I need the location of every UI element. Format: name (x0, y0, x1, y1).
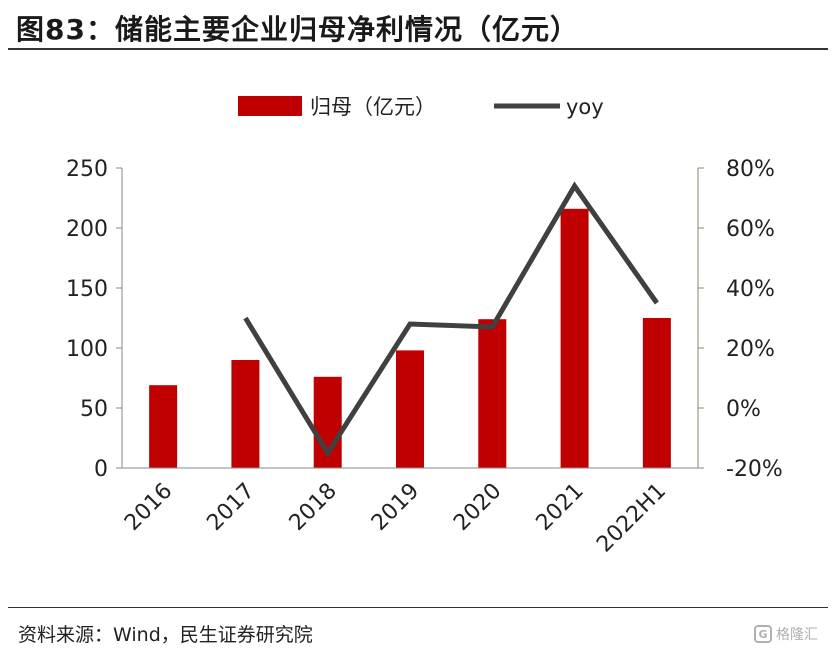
right-axis-tick-label: 60% (726, 217, 775, 242)
legend-line-label: yoy (566, 95, 604, 119)
right-axis-tick-label: 80% (726, 157, 775, 182)
title-divider (8, 48, 828, 50)
right-axis-tick-label: 40% (726, 277, 775, 302)
yoy-series (243, 181, 659, 458)
bar-2016 (149, 385, 178, 468)
yoy-line (243, 181, 659, 458)
bar-series (149, 208, 671, 469)
footer-divider (8, 607, 828, 608)
bar-2019 (396, 350, 424, 468)
x-axis-tick-label: 2022H1 (592, 479, 671, 558)
right-axis: -20% 0% 20% 40% 60% 80% (697, 157, 783, 482)
watermark: G 格隆汇 (754, 624, 818, 644)
left-axis: 0 50 100 150 200 250 (66, 157, 123, 482)
x-axis-tick-label: 2018 (285, 479, 342, 536)
bar-2021 (560, 208, 589, 469)
source-note: 资料来源：Wind，民生证券研究院 (18, 624, 313, 646)
x-axis-tick-label: 2016 (120, 479, 177, 536)
bar-2020 (478, 319, 507, 468)
watermark-logo-icon: G (754, 625, 772, 643)
legend-bar-label: 归母（亿元） (310, 95, 436, 119)
watermark-text: 格隆汇 (776, 627, 818, 643)
x-axis-tick-label: 2019 (367, 479, 424, 536)
right-axis-tick-label: 0% (726, 397, 761, 422)
x-axis-tick-label: 2021 (532, 479, 589, 536)
left-axis-tick-label: 50 (80, 397, 108, 422)
chart-title: 图83：储能主要企业归母净利情况（亿元） (16, 13, 579, 46)
x-axis-tick-label: 2020 (449, 479, 506, 536)
right-axis-tick-label: 20% (726, 337, 775, 362)
left-axis-tick-label: 100 (66, 337, 108, 362)
chart-area: 归母（亿元） yoy 0 50 100 150 200 250 -20% 0% 20% 40% 60… (66, 95, 783, 558)
bar-2017 (231, 360, 260, 468)
x-axis-tick-label: 2017 (202, 479, 259, 536)
legend-bar-swatch (238, 96, 302, 116)
left-axis-tick-label: 150 (66, 277, 108, 302)
legend: 归母（亿元） yoy (238, 95, 604, 119)
bar-2022H1 (642, 318, 671, 468)
right-axis-tick-label: -20% (726, 457, 783, 482)
x-axis: 2016 2017 2018 2019 2020 2021 2022H1 (120, 467, 698, 558)
left-axis-tick-label: 200 (66, 217, 108, 242)
left-axis-tick-label: 0 (94, 457, 108, 482)
left-axis-tick-label: 250 (66, 157, 108, 182)
